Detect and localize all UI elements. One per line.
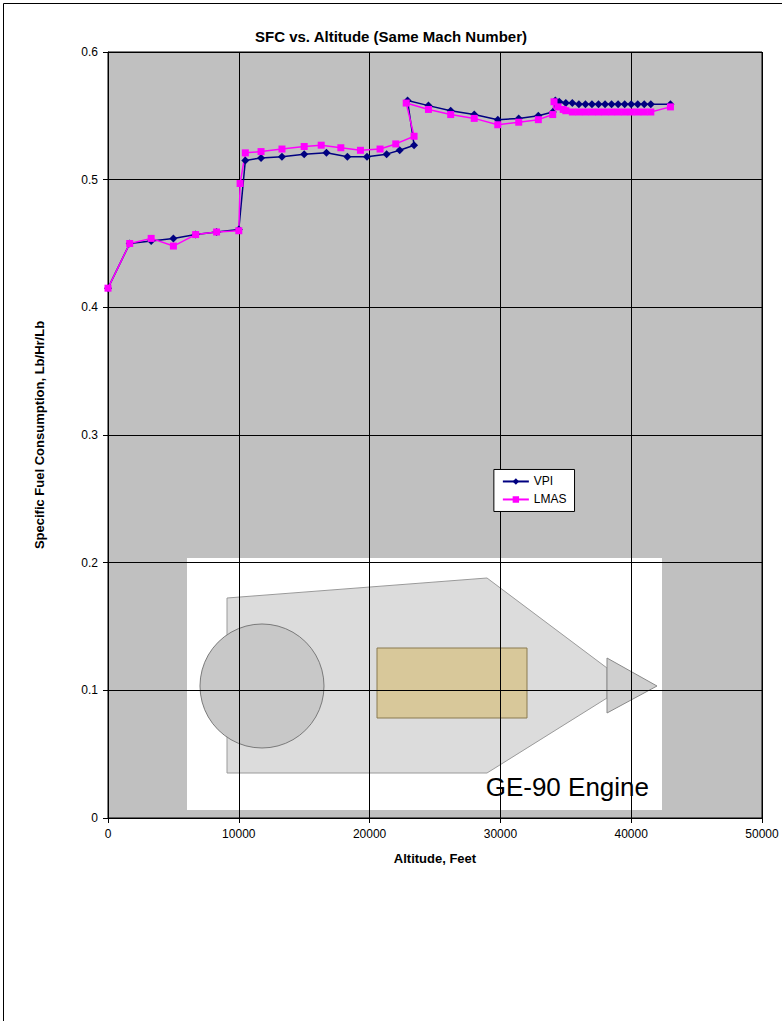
svg-text:0.5: 0.5	[81, 173, 98, 187]
svg-text:0.3: 0.3	[81, 428, 98, 442]
svg-text:10000: 10000	[222, 827, 256, 841]
svg-text:0.6: 0.6	[81, 45, 98, 59]
svg-text:SFC vs. Altitude (Same Mach Nu: SFC vs. Altitude (Same Mach Number)	[255, 28, 527, 45]
svg-text:50000: 50000	[745, 827, 779, 841]
svg-text:Specific Fuel Consumption, Lb/: Specific Fuel Consumption, Lb/Hr/Lb	[32, 321, 47, 549]
svg-text:0.4: 0.4	[81, 300, 98, 314]
svg-text:LMAS: LMAS	[534, 492, 567, 506]
svg-text:20000: 20000	[353, 827, 387, 841]
svg-text:0: 0	[91, 811, 98, 825]
svg-text:0.1: 0.1	[81, 683, 98, 697]
svg-text:30000: 30000	[484, 827, 518, 841]
svg-text:GE-90 Engine: GE-90 Engine	[486, 772, 649, 802]
svg-text:0.2: 0.2	[81, 556, 98, 570]
svg-text:0: 0	[105, 827, 112, 841]
svg-text:40000: 40000	[615, 827, 649, 841]
svg-text:VPI: VPI	[534, 474, 553, 488]
svg-text:Altitude, Feet: Altitude, Feet	[394, 851, 477, 866]
